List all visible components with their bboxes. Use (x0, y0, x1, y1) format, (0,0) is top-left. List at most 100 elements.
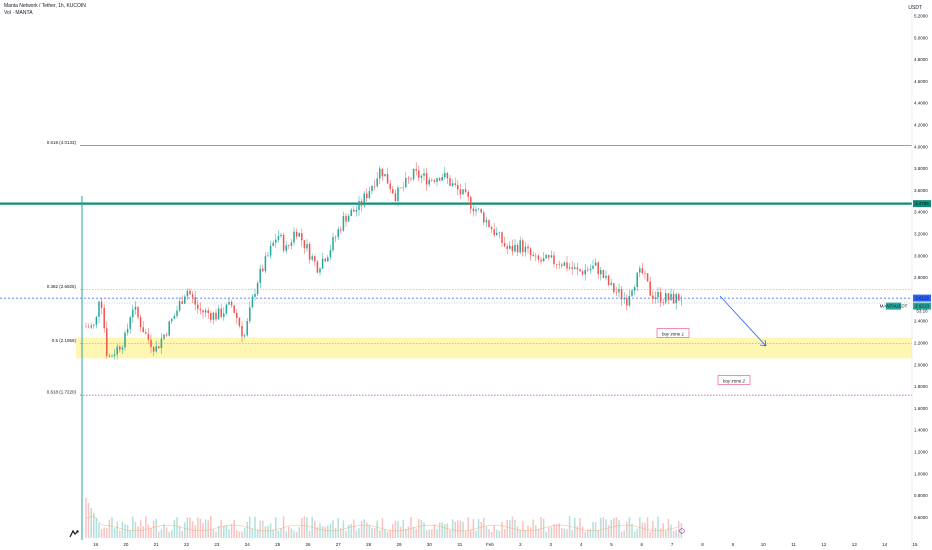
candle-body (438, 178, 441, 181)
candle-body (363, 193, 365, 206)
candle-body (436, 178, 438, 182)
buy-zone-1-band (76, 337, 912, 359)
candle-body (103, 307, 105, 329)
candle-body (571, 267, 573, 269)
volume-bar (574, 517, 576, 538)
buy-zone-1-label: buy zone 1 (662, 331, 685, 336)
candle-body (150, 339, 152, 348)
volume-bar (176, 517, 178, 538)
volume-bar (116, 521, 118, 538)
volume-bar (184, 522, 186, 538)
y-tick-label: 5.2000 (914, 14, 928, 19)
candle-body (607, 275, 610, 285)
x-tick-label: 26 (305, 542, 311, 547)
candle-body (600, 270, 602, 275)
volume-bar (397, 521, 399, 538)
candle-body (308, 244, 311, 260)
candle-body (119, 346, 121, 350)
volume-bar (282, 516, 285, 538)
x-tick-label: 13 (852, 542, 858, 547)
x-tick-label: 19 (93, 542, 99, 547)
candle-body (561, 264, 563, 266)
volume-bar (238, 531, 241, 538)
volume-bar (649, 531, 651, 538)
event-marker-icon[interactable] (679, 528, 685, 534)
volume-bar (132, 516, 134, 538)
volume-ma-line (85, 515, 679, 532)
candle-body (171, 318, 173, 322)
candle-body (610, 283, 612, 285)
buy-zone-2-label-box[interactable] (717, 375, 751, 385)
y-tick-label: 4.6000 (914, 79, 928, 84)
candle-body (641, 268, 644, 274)
candle-body (116, 346, 118, 355)
y-tick-label: 3.2000 (914, 232, 928, 237)
candle-body (405, 177, 407, 188)
volume-bar (290, 528, 293, 538)
candle-body (618, 289, 620, 293)
volume-bar (597, 530, 599, 538)
volume-bar (366, 522, 368, 538)
candle-body (142, 327, 144, 333)
volume-bar (223, 525, 225, 538)
candle-body (649, 281, 651, 296)
candle-body (402, 187, 404, 188)
volume-bar (275, 517, 277, 538)
volume-bar (327, 525, 329, 538)
candle-body (236, 312, 238, 319)
projection-arrow[interactable] (719, 295, 767, 347)
volume-bar (163, 524, 165, 538)
candle-body (579, 269, 581, 272)
volume-bar (446, 523, 449, 538)
volume-bar (477, 518, 480, 538)
volume-bar (615, 517, 618, 538)
volume-bar (215, 531, 217, 538)
current-price-tag (913, 294, 931, 302)
buy-zone-1-label-box[interactable] (656, 328, 690, 338)
volume-bar (293, 530, 295, 538)
candle-body (527, 246, 529, 249)
candle-body (384, 174, 386, 177)
volume-bar (210, 516, 212, 538)
candle-body (301, 233, 303, 241)
candle-body (186, 290, 189, 297)
candle-body (446, 172, 449, 179)
volume-bar (555, 524, 558, 538)
volume-bar (524, 529, 527, 538)
candle-body (389, 183, 391, 190)
volume-bar (306, 517, 308, 538)
volume-bar (553, 524, 555, 538)
y-tick-label: 2.2000 (914, 341, 928, 346)
candle-body (418, 170, 420, 178)
candle-body (282, 235, 285, 251)
candle-body (264, 256, 267, 272)
candle-body (327, 257, 329, 262)
candle-body (576, 267, 579, 270)
volume-bar (589, 529, 592, 538)
fib-level-label: 0.618 (4.0133) (47, 140, 77, 145)
candle-body (350, 209, 352, 216)
volume-bar (654, 527, 657, 538)
volume-bar (384, 529, 386, 538)
candle-body (228, 301, 230, 305)
candle-body (665, 293, 667, 303)
volume-bar (579, 518, 581, 538)
y-tick-label: 2.8000 (914, 275, 928, 280)
candle-body (90, 325, 92, 328)
candle-body (202, 310, 204, 313)
candle-body (337, 229, 339, 238)
volume-bar (376, 520, 378, 538)
volume-bar (542, 518, 545, 538)
candle-body (217, 308, 220, 320)
volume-bar (386, 531, 389, 538)
candle-body (178, 301, 181, 311)
candle-body (197, 304, 199, 309)
candle-body (176, 310, 178, 317)
volume-bar (254, 516, 256, 538)
candle-body (191, 294, 194, 298)
volume-bar (402, 519, 404, 538)
candle-body (184, 296, 186, 304)
candle-body (87, 326, 90, 328)
volume-bar (337, 518, 339, 538)
